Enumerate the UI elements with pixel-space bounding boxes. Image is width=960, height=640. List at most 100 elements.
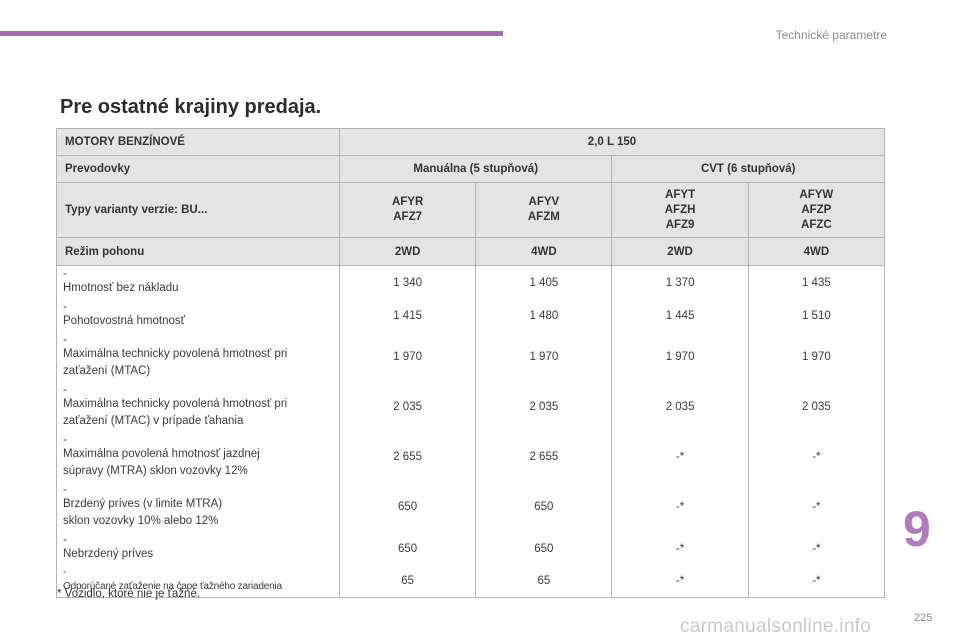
spec-row-line1: Maximálna technicky povolená hmotnosť pr…: [63, 398, 288, 410]
drive-value: 4WD: [747, 237, 886, 266]
spec-row-line2: zaťažení (MTAC) v prípade ťahania: [63, 415, 244, 427]
variant-code: AFZ9: [665, 218, 695, 231]
spec-value: 2 655: [475, 432, 613, 482]
page-number: 225: [914, 612, 933, 624]
spec-row-label: - Nebrzdený príves: [56, 532, 340, 565]
spec-value: 1 970: [611, 332, 749, 382]
bullet-dash: -: [63, 484, 67, 496]
spec-value: 650: [475, 482, 613, 532]
spec-value: 1 370: [611, 265, 749, 299]
spec-row: - Nebrzdený príves 650 650 -* -*: [56, 532, 886, 565]
engine-label: MOTORY BENZÍNOVÉ: [56, 128, 340, 156]
spec-row-line2: sklon vozovky 10% alebo 12%: [63, 515, 219, 527]
drive-value: 2WD: [338, 237, 477, 266]
bullet-dash: -: [63, 301, 67, 313]
spec-value: -*: [611, 432, 749, 482]
page-heading: Pre ostatné krajiny predaja.: [60, 96, 322, 118]
drive-row: Režim pohonu 2WD 4WD 2WD 4WD: [56, 237, 886, 266]
spec-row-text: Maximálna technicky povolená hmotnosť pr…: [63, 396, 335, 430]
spec-row: - Odporúčané zaťaženie na čape ťažného za…: [56, 565, 886, 598]
variant-code: AFZC: [801, 218, 832, 231]
bullet-dash: -: [63, 434, 67, 446]
bullet-dash: -: [63, 384, 67, 396]
spec-row-line1: Brzdený príves (v limite MTRA): [63, 498, 223, 510]
spec-value: 1 970: [338, 332, 477, 382]
spec-value: 650: [475, 532, 613, 565]
spec-row-text: Brzdený príves (v limite MTRA) sklon vozo…: [63, 496, 335, 530]
spec-row: - Hmotnosť bez nákladu 1 340 1 405 1 370 1 43…: [56, 265, 886, 299]
spec-row-line1: Nebrzdený príves: [63, 548, 154, 560]
spec-row-line1: Pohotovostná hmotnosť: [63, 315, 185, 327]
gearbox-row: Prevodovky Manuálna (5 stupňová) CVT (6 …: [56, 155, 885, 183]
spec-value: -*: [747, 565, 886, 598]
spec-row-text: Maximálna technicky povolená hmotnosť pr…: [63, 346, 335, 380]
spec-row-text: Odporúčané zaťaženie na čape ťažného zar…: [63, 578, 335, 595]
variant-code: AFZP: [801, 203, 832, 216]
spec-row-line1: Maximálna povolená hmotnosť jazdnej: [63, 448, 260, 460]
variants-row: Typy varianty verzie: BU... AFYR AFZ7 AF…: [56, 182, 886, 238]
spec-row: - Brzdený príves (v limite MTRA) sklon voz…: [56, 482, 886, 532]
spec-value: 1 970: [475, 332, 613, 382]
spec-row-text: Hmotnosť bez nákladu: [63, 280, 335, 297]
spec-data-rows: - Hmotnosť bez nákladu 1 340 1 405 1 370 1 43…: [56, 265, 886, 598]
spec-value: 1 445: [611, 299, 749, 332]
spec-row: - Maximálna technicky povolená hmotnosť p…: [56, 382, 886, 432]
spec-value: 65: [338, 565, 477, 598]
gearbox-label: Prevodovky: [56, 155, 340, 183]
spec-row: - Maximálna technicky povolená hmotnosť p…: [56, 332, 886, 382]
spec-value: 2 035: [475, 382, 613, 432]
engine-row: MOTORY BENZÍNOVÉ 2,0 L 150: [56, 128, 885, 156]
variant-code: AFYR: [391, 196, 424, 208]
drive-value: 2WD: [611, 237, 749, 266]
drive-label: Režim pohonu: [56, 237, 340, 266]
bullet-dash: -: [63, 567, 67, 578]
variant-cell: AFYR AFZ7: [338, 182, 477, 238]
spec-value: 1 480: [475, 299, 613, 332]
spec-row-label: - Maximálna technicky povolená hmotnosť p…: [56, 332, 340, 382]
variant-cell: AFYV AFZM: [475, 182, 613, 238]
variant-cell: AFYT AFZH AFZ9: [611, 182, 749, 238]
variant-code: AFYV: [528, 196, 560, 208]
spec-row-label: - Hmotnosť bez nákladu: [56, 265, 340, 299]
variant-cell: AFYW AFZP AFZC: [747, 182, 886, 238]
variant-code: AFZ7: [393, 211, 422, 223]
spec-value: 1 340: [338, 265, 477, 299]
spec-value: -*: [747, 432, 886, 482]
variant-code: AFZH: [664, 203, 696, 216]
spec-row: - Maximálna povolená hmotnosť jazdnej súpr…: [56, 432, 886, 482]
spec-row-text: Maximálna povolená hmotnosť jazdnej súpra…: [63, 446, 335, 480]
bullet-dash: -: [63, 268, 67, 280]
spec-row: - Pohotovostná hmotnosť 1 415 1 480 1 445 1 5…: [56, 299, 886, 332]
spec-value: -*: [611, 565, 749, 598]
spec-value: 650: [338, 482, 477, 532]
chapter-number: 9: [903, 501, 931, 557]
variant-code: AFYT: [665, 188, 696, 201]
spec-value: -*: [747, 482, 886, 532]
spec-row-label: - Brzdený príves (v limite MTRA) sklon voz…: [56, 482, 340, 532]
spec-value: 2 035: [747, 382, 886, 432]
gearbox-manual: Manuálna (5 stupňová): [338, 155, 613, 183]
spec-value: -*: [611, 532, 749, 565]
spec-row-label: - Odporúčané zaťaženie na čape ťažného za…: [56, 565, 340, 598]
watermark: carmanualsonline.info: [680, 616, 872, 637]
engine-value: 2,0 L 150: [339, 128, 885, 156]
spec-value: 1 970: [747, 332, 886, 382]
spec-table: MOTORY BENZÍNOVÉ 2,0 L 150 Prevodovky Ma…: [56, 128, 886, 598]
spec-value: 2 655: [338, 432, 477, 482]
variants-label: Typy varianty verzie: BU...: [56, 182, 340, 238]
spec-row-label: - Maximálna povolená hmotnosť jazdnej súpr…: [56, 432, 340, 482]
gearbox-cvt: CVT (6 stupňová): [611, 155, 885, 183]
spec-row-label: - Pohotovostná hmotnosť: [56, 299, 340, 332]
drive-value: 4WD: [475, 237, 613, 266]
spec-row-line2: zaťažení (MTAC): [63, 365, 151, 377]
bullet-dash: -: [63, 334, 67, 346]
spec-value: 1 435: [747, 265, 886, 299]
variant-code: AFYW: [799, 188, 834, 201]
spec-value: 1 415: [338, 299, 477, 332]
section-title: Technické parametre: [775, 28, 887, 42]
spec-value: 650: [338, 532, 477, 565]
spec-value: 1 510: [747, 299, 886, 332]
spec-row-line1: Odporúčané zaťaženie na čape ťažného zar…: [63, 581, 282, 592]
spec-row-line2: súpravy (MTRA) sklon vozovky 12%: [63, 465, 248, 477]
spec-row-text: Pohotovostná hmotnosť: [63, 313, 335, 330]
